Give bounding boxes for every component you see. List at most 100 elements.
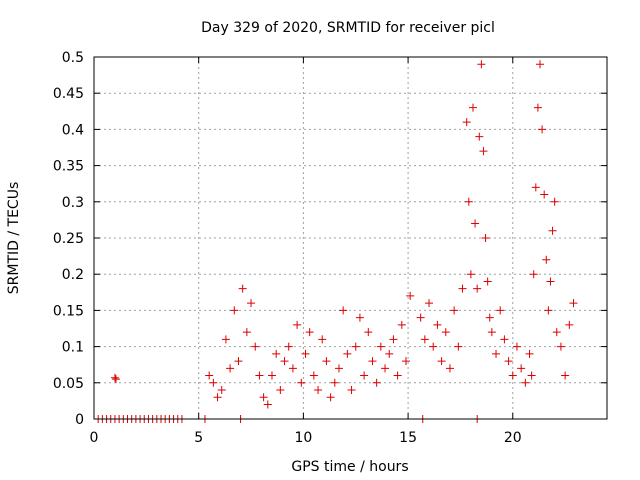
data-point	[255, 371, 264, 380]
x-tick-label: 15	[399, 430, 417, 446]
data-point	[226, 364, 235, 373]
data-point	[330, 378, 339, 387]
y-tick-label: 0.2	[62, 267, 84, 283]
data-point	[496, 306, 505, 315]
x-tick-label: 0	[90, 430, 99, 446]
data-point	[221, 335, 230, 344]
data-point	[512, 342, 521, 351]
data-point	[471, 219, 480, 228]
data-point	[569, 299, 578, 308]
data-point	[542, 255, 551, 264]
data-point	[111, 375, 120, 384]
data-point	[213, 393, 222, 402]
data-point	[425, 299, 434, 308]
data-point	[552, 328, 561, 337]
x-tick-label: 5	[194, 430, 203, 446]
data-point	[381, 364, 390, 373]
data-point	[468, 103, 477, 112]
data-point	[293, 320, 302, 329]
y-tick-label: 0	[75, 412, 84, 428]
data-point	[372, 378, 381, 387]
tick-layer: 0 0.05 0.1 0.15 0.2 0.25 0.3 0.35 0.4 0.45 0.5 0 5 10…	[53, 50, 607, 446]
data-point	[355, 313, 364, 322]
data-point	[397, 320, 406, 329]
y-tick-label: 0.4	[62, 122, 84, 138]
data-point	[322, 357, 331, 366]
chart-title: Day 329 of 2020, SRMTID for receiver pic…	[201, 20, 495, 36]
data-point	[565, 320, 574, 329]
data-point	[544, 306, 553, 315]
data-point	[538, 125, 547, 134]
data-point	[393, 371, 402, 380]
x-tick-label: 10	[294, 430, 312, 446]
data-point	[351, 342, 360, 351]
data-point	[280, 357, 289, 366]
data-point	[288, 364, 297, 373]
data-point	[416, 313, 425, 322]
data-point	[561, 371, 570, 380]
y-tick-label: 0.15	[53, 303, 84, 319]
data-point	[556, 342, 565, 351]
data-point	[483, 277, 492, 286]
mark-layer	[94, 60, 578, 423]
data-point	[276, 386, 285, 395]
data-point	[508, 371, 517, 380]
data-point	[466, 270, 475, 279]
data-point	[401, 357, 410, 366]
data-point	[433, 320, 442, 329]
data-point	[527, 371, 536, 380]
data-point	[437, 357, 446, 366]
data-point	[475, 132, 484, 141]
y-tick-label: 0.3	[62, 195, 84, 211]
data-point	[492, 349, 501, 358]
data-point	[301, 349, 310, 358]
data-point	[376, 342, 385, 351]
plot-frame	[93, 56, 608, 420]
data-point	[360, 371, 369, 380]
x-axis-label: GPS time / hours	[291, 459, 408, 475]
data-point	[550, 197, 559, 206]
data-point	[533, 103, 542, 112]
data-point	[504, 357, 513, 366]
x-tick-label: 20	[504, 430, 522, 446]
data-point	[259, 393, 268, 402]
data-point	[529, 270, 538, 279]
data-point	[217, 386, 226, 395]
data-point	[450, 306, 459, 315]
data-point	[326, 393, 335, 402]
y-tick-label: 0.05	[53, 376, 84, 392]
y-axis-label: SRMTID / TECUs	[6, 182, 22, 295]
data-point	[209, 378, 218, 387]
data-point	[242, 328, 251, 337]
data-point	[546, 277, 555, 286]
data-point	[535, 60, 544, 69]
data-point	[309, 371, 318, 380]
data-point	[479, 147, 488, 156]
y-tick-label: 0.35	[53, 159, 84, 175]
data-point	[238, 284, 247, 293]
data-point	[487, 328, 496, 337]
data-point	[525, 349, 534, 358]
data-point	[521, 378, 530, 387]
data-point	[284, 342, 293, 351]
data-point	[364, 328, 373, 337]
data-point	[429, 342, 438, 351]
y-tick-label: 0.1	[62, 340, 84, 356]
data-point	[305, 328, 314, 337]
data-point	[485, 313, 494, 322]
data-point	[247, 299, 256, 308]
data-point	[458, 284, 467, 293]
data-point	[272, 349, 281, 358]
y-tick-label: 0.25	[53, 231, 84, 247]
data-point	[500, 335, 509, 344]
data-point	[343, 349, 352, 358]
data-point	[406, 291, 415, 300]
data-point	[531, 183, 540, 192]
data-point	[318, 335, 327, 344]
data-point	[548, 226, 557, 235]
data-point	[347, 386, 356, 395]
data-point	[334, 364, 343, 373]
data-point	[464, 197, 473, 206]
data-point	[481, 234, 490, 242]
